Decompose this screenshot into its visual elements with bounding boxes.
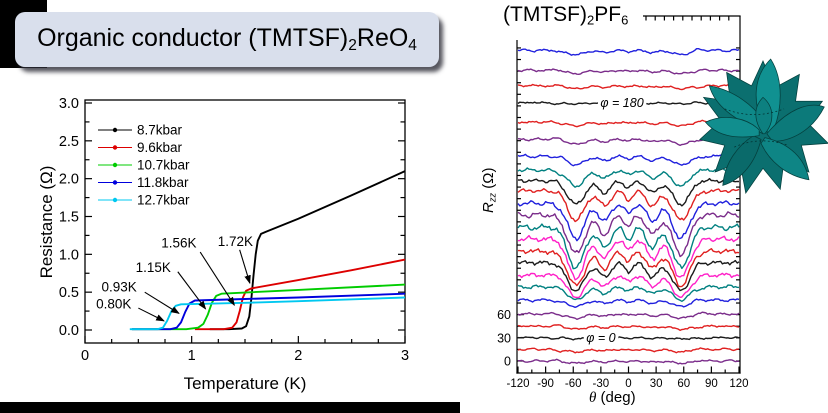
amro-curve — [517, 177, 740, 207]
amro-curve — [517, 167, 740, 188]
amro-curve — [517, 48, 740, 56]
right-chart-curves — [517, 48, 740, 365]
left-chart-frame — [84, 99, 406, 344]
svg-text:0: 0 — [625, 378, 631, 390]
svg-text:2.5: 2.5 — [59, 134, 79, 150]
amro-curve — [517, 101, 740, 106]
amro-curve — [517, 153, 740, 167]
xlabel-units: (deg) — [596, 389, 636, 406]
series-9.6kbar — [194, 258, 406, 331]
svg-text:3.0: 3.0 — [59, 96, 79, 112]
amro-curve — [518, 248, 740, 288]
left-chart-resistance-vs-temperature: 0 1 2 3 0.0 0.5 1.0 1.5 2.0 2.5 3.0 Temperature (K)… — [37, 96, 409, 393]
svg-text:30: 30 — [497, 331, 511, 345]
svg-text:-60: -60 — [565, 378, 582, 390]
svg-text:1.5: 1.5 — [59, 209, 79, 225]
tc-annotation: 0.93K — [101, 280, 136, 295]
svg-text:0.5: 0.5 — [59, 285, 79, 301]
svg-text:3: 3 — [401, 348, 409, 364]
legend-label-10.7kbar: 10.7kbar — [137, 158, 190, 173]
legend-label-8.7kbar: 8.7kbar — [137, 123, 183, 138]
amro-curve — [517, 223, 740, 270]
amro-curve — [517, 211, 740, 258]
svg-text:0: 0 — [81, 348, 89, 364]
left-chart-legend: 8.7kbar 9.6kbar 10.7kbar 11.8kbar 12.7kbar — [98, 123, 190, 208]
svg-text:120: 120 — [729, 378, 748, 390]
tc-annotation: 0.80K — [96, 296, 131, 311]
tc-annotation: 1.72K — [218, 234, 253, 249]
svg-text:0.0: 0.0 — [59, 323, 79, 339]
phi-annotation: φ = 180 — [600, 96, 643, 110]
legend-label-9.6kbar: 9.6kbar — [137, 140, 183, 155]
series-8.7kbar — [209, 170, 406, 331]
svg-text:30: 30 — [650, 378, 663, 390]
flower-ridge-dots — [734, 140, 789, 148]
phi-annotation: φ = 0 — [586, 331, 615, 345]
legend-label-12.7kbar: 12.7kbar — [137, 193, 190, 208]
amro-curve — [517, 200, 740, 242]
svg-text:1: 1 — [188, 348, 196, 364]
svg-text:2: 2 — [294, 348, 302, 364]
tc-annotation: 1.15K — [136, 260, 171, 275]
amro-curve — [517, 234, 740, 281]
flower-petal — [760, 137, 810, 181]
left-chart-ylabel: Resistance (Ω) — [37, 166, 56, 279]
amro-curve — [517, 119, 740, 128]
slide-border-bottom-bar — [0, 402, 460, 413]
flower-petals — [699, 58, 828, 195]
svg-text:0: 0 — [504, 355, 511, 369]
xlabel-symbol: θ — [589, 390, 597, 406]
left-chart-axes: 0 1 2 3 0.0 0.5 1.0 1.5 2.0 2.5 3.0 — [59, 96, 409, 364]
legend-label-11.8kbar: 11.8kbar — [137, 175, 189, 190]
svg-text:2.0: 2.0 — [59, 172, 79, 188]
amro-curve — [517, 347, 740, 354]
series-12.7kbar — [129, 296, 406, 331]
svg-text:60: 60 — [497, 308, 511, 322]
flower-petal — [766, 104, 825, 142]
flower-ridge-dots — [724, 108, 785, 115]
title-box: Organic conductor (TMTSF)2ReO4 — [15, 12, 439, 67]
amro-curve — [517, 188, 740, 223]
title-text: Organic conductor (TMTSF)2ReO4 — [37, 24, 417, 54]
svg-text:90: 90 — [705, 378, 718, 390]
left-chart-series — [129, 170, 406, 331]
right-chart-title: (TMTSF)2PF6 — [503, 3, 629, 28]
right-chart-amro: -120 -90 -60 -30 0 30 60 90 120 0 30 60 φ = 0 φ = 180 — [497, 15, 749, 390]
svg-text:60: 60 — [677, 378, 690, 390]
amro-curve — [517, 336, 740, 341]
series-11.8kbar — [131, 292, 406, 331]
amro-curve — [517, 284, 740, 302]
amro-curve — [518, 358, 739, 365]
flower-petal — [704, 117, 760, 138]
flower-petal — [722, 135, 762, 186]
svg-text:-120: -120 — [506, 378, 529, 390]
svg-text:1.0: 1.0 — [59, 247, 79, 263]
left-chart-xlabel: Temperature (K) — [184, 374, 307, 393]
fermi-surface-3d-image — [699, 58, 828, 195]
svg-text:-90: -90 — [537, 378, 554, 390]
amro-curve — [517, 298, 740, 308]
amro-curve — [517, 68, 740, 75]
series-10.7kbar — [131, 283, 406, 331]
right-chart-xlabel: θ (deg) — [589, 389, 636, 407]
amro-curve — [517, 259, 740, 292]
tc-annotation: 1.56K — [161, 236, 196, 251]
svg-text:-30: -30 — [593, 378, 610, 390]
right-chart-axes: -120 -90 -60 -30 0 30 60 90 120 0 30 60 — [497, 15, 749, 390]
amro-curve — [517, 311, 740, 320]
amro-curve — [517, 272, 740, 299]
amro-curve — [517, 324, 740, 331]
flower-core — [755, 96, 773, 135]
amro-curve — [517, 83, 740, 91]
